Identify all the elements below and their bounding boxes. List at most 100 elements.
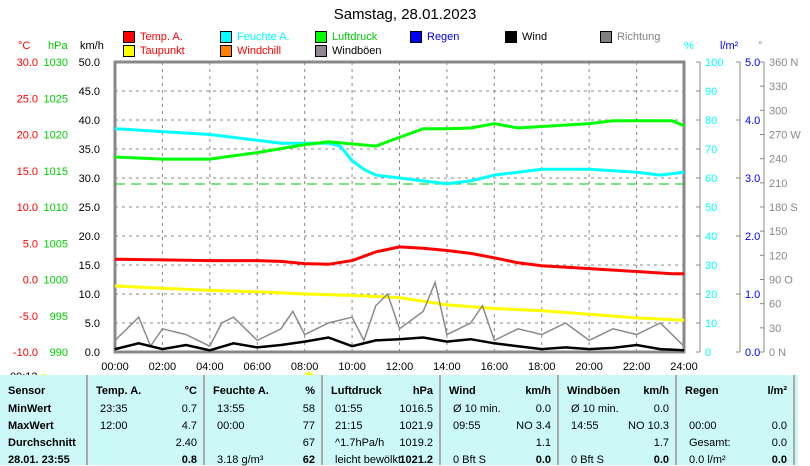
- data-point: [541, 310, 543, 312]
- cell-time: 3.18 g/m³: [217, 454, 264, 466]
- cell-value: 2.40: [175, 437, 197, 449]
- legend-swatch: [315, 31, 327, 43]
- y-tick-pressure: 990: [50, 347, 68, 359]
- data-point: [399, 136, 400, 138]
- data-point: [541, 348, 543, 350]
- data-point: [422, 310, 424, 312]
- data-point: [363, 339, 365, 341]
- legend-item: Taupunkt: [123, 45, 185, 57]
- data-point: [683, 345, 685, 347]
- legend-label: Windchill: [237, 45, 282, 57]
- data-point: [493, 339, 495, 341]
- data-point: [683, 319, 685, 321]
- y-tick-rain: 0.0: [745, 347, 760, 359]
- x-tick: 12:00: [386, 361, 414, 373]
- column-unit: %: [305, 385, 315, 397]
- data-point: [256, 346, 258, 348]
- y-tick-temp: -5.0: [19, 311, 38, 323]
- legend-swatch: [220, 31, 232, 43]
- data-point: [327, 263, 329, 265]
- data-point: [517, 262, 519, 264]
- data-point: [612, 120, 614, 122]
- cell-time: 23:35: [100, 403, 128, 415]
- data-point: [564, 346, 566, 348]
- rain-unit: l/m²: [720, 40, 739, 52]
- y-tick-rain: 4.0: [745, 115, 760, 127]
- x-tick: 06:00: [243, 361, 271, 373]
- cell-time: Gesamt:: [689, 437, 731, 449]
- y-tick-rain: 1.0: [745, 289, 760, 301]
- summary-table: Sensor MinWert MaxWert Durchschnitt 28.01. 2…: [0, 375, 798, 466]
- y-tick-humidity: 90: [705, 86, 717, 98]
- y-tick-temp: 30.0: [17, 57, 38, 69]
- data-point: [636, 317, 638, 319]
- data-point: [399, 297, 400, 299]
- data-point: [541, 126, 543, 128]
- y-tick-temp: 15.0: [17, 166, 38, 178]
- data-point: [209, 134, 211, 135]
- data-point: [114, 285, 116, 287]
- y-tick-humidity: 20: [705, 289, 717, 301]
- cell-time: 0 Bft S: [571, 454, 605, 466]
- cell-value: 1016.5: [399, 403, 433, 415]
- y-tick-direction: 270 W: [769, 130, 801, 142]
- data-point: [280, 142, 282, 144]
- data-point: [636, 120, 638, 122]
- data-point: [209, 349, 211, 351]
- y-tick-pressure: 1000: [44, 275, 68, 287]
- data-point: [517, 171, 519, 173]
- legend-item: Wind: [505, 31, 547, 43]
- y-tick-humidity: 0: [705, 347, 711, 359]
- y-tick-wind: 25.0: [79, 202, 100, 214]
- direction-unit: °: [758, 40, 763, 52]
- cell-value: 1.7: [653, 437, 669, 449]
- cell-time: ^1.7hPa/h: [335, 437, 385, 449]
- data-point: [363, 168, 365, 170]
- x-tick: 10:00: [338, 361, 366, 373]
- y-tick-direction: 30: [769, 323, 781, 335]
- column-unit: l/m²: [767, 385, 787, 397]
- y-tick-pressure: 1025: [44, 93, 68, 105]
- y-tick-wind: 50.0: [79, 57, 100, 69]
- y-tick-pressure: 1010: [44, 202, 68, 214]
- series-feuchte-a-: [114, 127, 685, 186]
- legend-item: Feuchte A.: [220, 31, 290, 43]
- data-point: [161, 287, 163, 289]
- data-point: [541, 168, 543, 170]
- y-tick-humidity: 80: [705, 115, 717, 127]
- cell-value: 0.0: [771, 437, 787, 449]
- data-point: [517, 345, 519, 347]
- cell-value: NO 10.3: [628, 420, 669, 432]
- data-point: [659, 322, 661, 324]
- data-point: [375, 145, 377, 147]
- data-point: [683, 171, 685, 173]
- data-point: [304, 341, 306, 343]
- data-point: [161, 328, 163, 330]
- data-point: [612, 328, 614, 330]
- column-unit: hPa: [412, 385, 433, 397]
- y-tick-humidity: 30: [705, 260, 717, 272]
- cell-value: 77: [302, 420, 315, 432]
- cell-time: 14:55: [571, 420, 599, 432]
- x-tick: 14:00: [433, 361, 461, 373]
- temp-unit: °C: [18, 40, 31, 52]
- data-point: [541, 334, 543, 336]
- cell-time: 09:55: [453, 420, 481, 432]
- data-point: [446, 183, 448, 185]
- data-point: [470, 338, 472, 340]
- y-tick-direction: 150: [769, 226, 787, 238]
- data-point: [161, 259, 163, 261]
- data-point: [564, 322, 566, 324]
- row-label: MinWert: [8, 403, 52, 415]
- cell-time: 12:00: [100, 420, 128, 432]
- legend-label: Luftdruck: [332, 31, 378, 43]
- y-tick-rain: 3.0: [745, 173, 760, 185]
- legend-label: Taupunkt: [140, 45, 185, 57]
- data-point: [446, 304, 448, 306]
- data-point: [233, 342, 235, 344]
- data-point: [138, 342, 140, 344]
- cell-value: 0.0: [771, 420, 787, 432]
- data-point: [114, 258, 116, 260]
- y-tick-humidity: 60: [705, 173, 717, 185]
- data-point: [659, 348, 661, 350]
